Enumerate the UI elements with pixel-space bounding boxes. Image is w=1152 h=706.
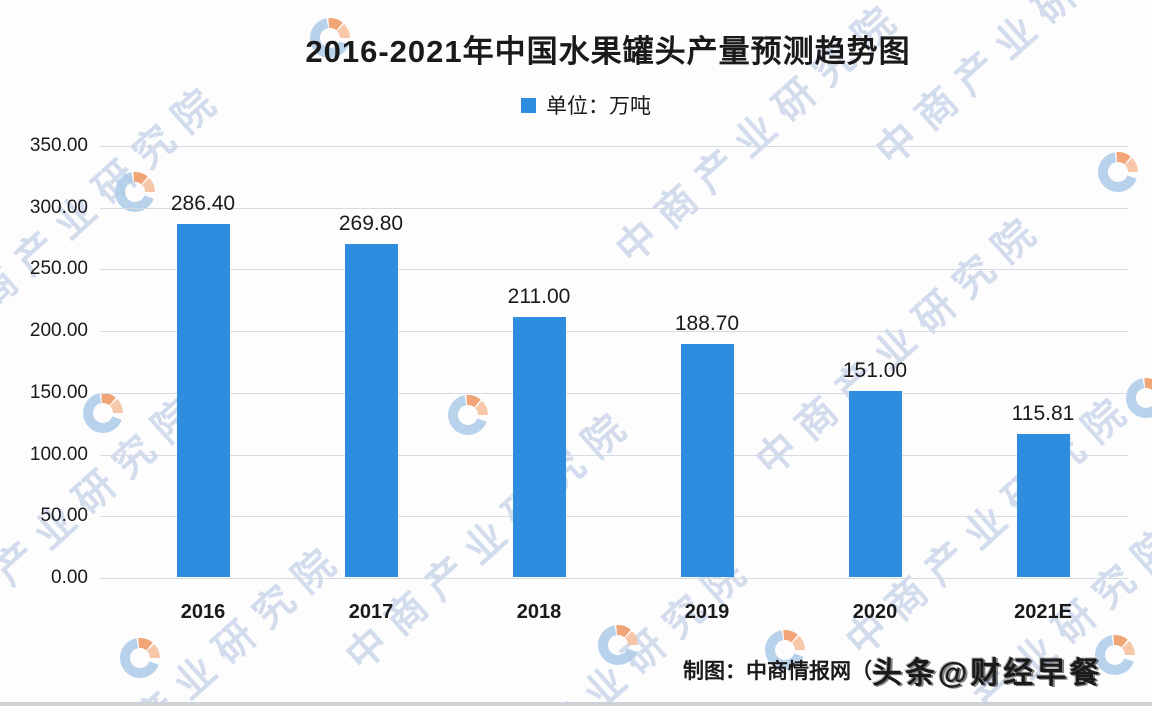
bar-value-label: 269.80	[338, 212, 404, 235]
legend-swatch-icon	[521, 97, 536, 113]
bar-value-label: 211.00	[507, 284, 571, 308]
gridline	[100, 331, 1128, 333]
gridline	[100, 146, 1128, 147]
source-text: 制图：中商情报网（	[683, 660, 872, 683]
y-axis-tick-label: 250.00	[29, 258, 88, 280]
plot-area: 286.40 2016 269.80 2017 211.00 2018 188.70 2019…	[100, 146, 1128, 623]
chart-title: 2016-2021年中国水果罐头产量预测趋势图	[305, 34, 911, 69]
bar	[176, 223, 230, 577]
overlay-watermark-text: 头条@财经早餐	[872, 657, 1103, 690]
legend: 单位：万吨	[10, 90, 1152, 120]
gridline	[100, 578, 1128, 579]
gridline	[100, 516, 1128, 518]
bar-value-label: 188.70	[674, 312, 740, 336]
bar-value-label: 286.40	[170, 191, 236, 215]
x-axis-label: 2021E	[1014, 601, 1072, 623]
bottom-edge-divider	[0, 702, 1152, 706]
y-axis: 350.00 300.00 250.00 200.00 150.00 100.00 50.0…	[0, 135, 92, 588]
bar-value-label: 151.00	[842, 358, 908, 382]
y-axis-tick-label: 350.00	[29, 135, 88, 156]
x-axis-label: 2019	[684, 601, 730, 623]
bar	[848, 390, 902, 577]
bar-value-label: 115.81	[1011, 402, 1075, 426]
x-axis-label: 2016	[180, 601, 226, 623]
y-axis-tick-label: 200.00	[29, 320, 88, 342]
legend-label: 单位：万吨	[546, 95, 651, 118]
bar	[1016, 434, 1070, 577]
gridline	[100, 454, 1128, 456]
bar	[512, 316, 566, 577]
bar	[344, 244, 398, 577]
y-axis-tick-label: 300.00	[29, 196, 88, 218]
x-axis-label: 2018	[516, 601, 562, 623]
y-axis-tick-label: 0.00	[51, 567, 88, 588]
y-axis-tick-label: 100.00	[29, 443, 88, 465]
gridline	[100, 207, 1128, 209]
gridline	[100, 392, 1128, 394]
x-axis-label: 2020	[852, 601, 898, 623]
gridline	[100, 269, 1128, 271]
y-axis-tick-label: 50.00	[40, 505, 88, 527]
x-axis-label: 2017	[348, 601, 394, 623]
y-axis-tick-label: 150.00	[29, 381, 88, 403]
bar	[680, 344, 734, 577]
